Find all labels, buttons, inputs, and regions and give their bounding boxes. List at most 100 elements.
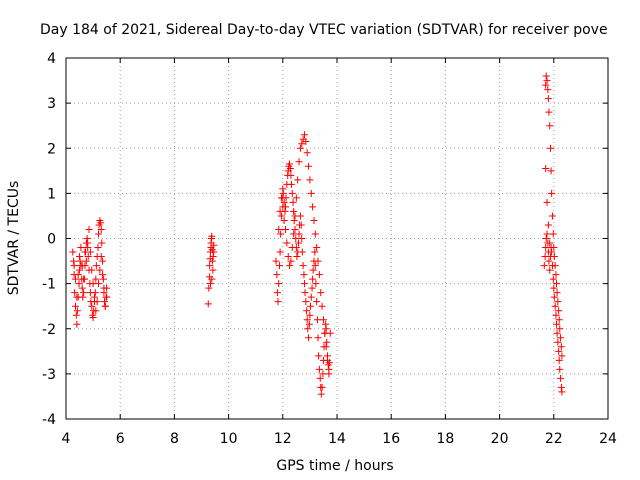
data-point [322,320,330,328]
data-point [208,232,216,240]
y-tick-label: 1 [47,186,56,202]
data-point [273,289,281,297]
data-point [310,216,318,224]
data-point [298,140,306,148]
data-point [97,253,105,261]
y-tick-label: -3 [42,367,56,383]
data-point [71,289,79,297]
data-point [318,383,326,391]
data-point [299,262,307,270]
data-point [94,244,102,252]
data-point [210,248,218,256]
data-point [280,198,288,206]
data-point [302,298,310,306]
data-point [287,257,295,265]
data-point [80,275,88,283]
grid-lines [66,58,608,419]
data-point [97,219,105,227]
data-point [98,239,106,247]
data-point [309,266,317,274]
data-point [206,262,214,270]
chart-title: Day 184 of 2021, Sidereal Day-to-day VTE… [40,22,608,38]
data-point [276,207,284,215]
data-point [289,198,297,206]
data-point [553,280,561,288]
data-point [546,266,554,274]
data-point [277,230,285,238]
data-point [547,144,555,152]
data-point [309,203,317,211]
data-point [85,225,93,233]
data-point [304,325,312,333]
data-point [290,216,298,224]
data-point [99,271,107,279]
data-point [303,307,311,315]
data-point [542,165,550,173]
y-tick-label: 4 [47,51,56,67]
data-point [323,338,331,346]
data-points [69,72,566,398]
data-point [308,284,316,292]
data-point [305,320,313,328]
data-point [274,298,282,306]
data-point [291,225,299,233]
data-point [546,122,554,130]
data-point [548,212,556,220]
data-point [292,194,300,202]
data-point [82,257,90,265]
x-tick-label: 14 [328,431,346,447]
y-tick-label: 3 [47,96,56,112]
data-point [275,280,283,288]
data-point [70,262,78,270]
data-point [550,253,558,261]
data-point [99,257,107,265]
data-point [300,280,308,288]
y-axis-ticks: -4 -3 -2 -1 0 1 2 3 4 [42,51,608,428]
data-point [306,302,314,310]
data-point [311,248,319,256]
data-point [76,257,84,265]
data-point [100,284,108,292]
data-point [305,334,313,342]
y-tick-label: -1 [42,277,56,293]
data-point [70,257,78,265]
data-point [288,244,296,252]
data-point [300,271,308,279]
data-point [306,311,314,319]
data-point [313,298,321,306]
data-point [83,235,91,242]
data-point [553,289,561,297]
data-point [95,230,103,238]
data-point [313,244,321,252]
data-point [312,280,320,288]
y-tick-label: -4 [42,412,56,428]
x-tick-label: 20 [491,431,509,447]
data-point [293,253,301,261]
data-point [558,352,566,360]
data-point [276,248,284,256]
data-point [301,289,309,297]
data-point [549,275,557,283]
data-point [84,239,92,247]
data-point [80,289,88,297]
data-point [315,365,323,373]
data-point [88,302,96,310]
data-point [88,266,96,274]
y-tick-label: -2 [42,322,56,338]
data-point [210,241,218,249]
data-point [540,262,548,270]
data-point [555,316,563,324]
data-point [298,248,306,256]
data-point [78,284,86,292]
data-point [318,302,326,310]
data-point [290,207,298,215]
x-tick-label: 22 [545,431,563,447]
data-point [314,257,322,265]
data-point [553,320,561,328]
data-point [73,293,81,301]
data-point [321,329,329,337]
data-point [282,225,290,233]
data-point [545,108,553,116]
data-point [74,271,82,279]
data-point [286,262,294,270]
